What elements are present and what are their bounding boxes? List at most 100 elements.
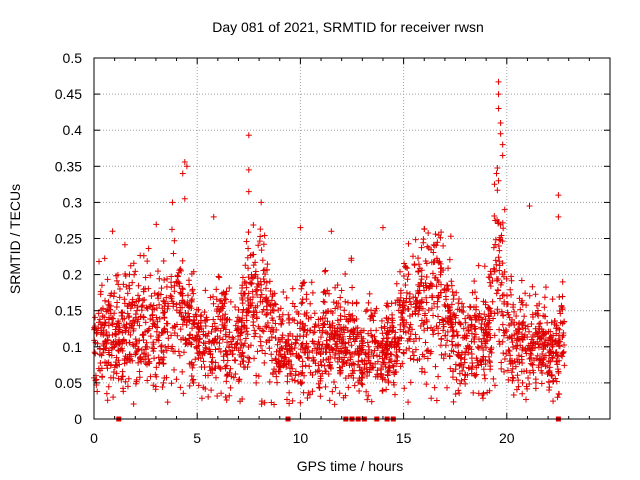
data-point	[113, 354, 120, 361]
data-point	[478, 342, 485, 349]
data-point	[238, 353, 245, 360]
data-point	[526, 345, 533, 352]
data-point	[422, 310, 429, 317]
data-point	[282, 342, 289, 349]
data-point	[494, 164, 501, 171]
data-point	[383, 335, 390, 342]
data-point	[91, 349, 98, 356]
data-point	[269, 315, 276, 322]
data-point	[190, 361, 197, 368]
data-point	[272, 301, 279, 308]
data-point	[423, 381, 430, 388]
data-point	[487, 346, 494, 353]
data-point	[97, 321, 104, 328]
data-point	[108, 361, 115, 368]
chart-title: Day 081 of 2021, SRMTID for receiver rws…	[212, 19, 484, 35]
data-point	[430, 331, 437, 338]
data-point	[554, 353, 561, 360]
data-point	[317, 358, 324, 365]
data-point	[438, 351, 445, 358]
data-point	[217, 306, 224, 313]
data-point	[425, 229, 432, 236]
data-point	[529, 311, 536, 318]
data-point	[239, 349, 246, 356]
data-point	[119, 373, 126, 380]
data-point	[315, 322, 322, 329]
data-point	[98, 365, 105, 372]
data-point	[508, 291, 515, 298]
data-point-peak	[181, 158, 188, 165]
data-point	[511, 308, 518, 315]
data-point	[496, 258, 503, 265]
data-point	[336, 321, 343, 328]
data-point	[470, 304, 477, 311]
data-point	[474, 359, 481, 366]
data-point	[444, 328, 451, 335]
data-point	[434, 303, 441, 310]
data-point	[546, 346, 553, 353]
data-point	[321, 299, 328, 306]
x-tick-label: 15	[396, 430, 412, 446]
data-point	[178, 290, 185, 297]
data-point	[509, 365, 516, 372]
data-point	[519, 379, 526, 386]
data-point	[501, 329, 508, 336]
data-point	[402, 264, 409, 271]
data-point	[252, 259, 259, 266]
data-point	[457, 320, 464, 327]
data-point	[292, 336, 299, 343]
data-point	[201, 364, 208, 371]
data-point	[260, 267, 267, 274]
data-point	[145, 352, 152, 359]
data-point	[494, 187, 501, 194]
data-point	[164, 320, 171, 327]
data-point	[462, 380, 469, 387]
data-point	[176, 267, 183, 274]
data-point	[339, 363, 346, 370]
data-point	[304, 349, 311, 356]
data-point	[391, 358, 398, 365]
data-point	[291, 303, 298, 310]
data-point	[455, 351, 462, 358]
data-point	[150, 320, 157, 327]
data-point	[499, 260, 506, 267]
data-point	[501, 268, 508, 275]
data-point	[279, 334, 286, 341]
data-point	[548, 372, 555, 379]
data-point	[428, 395, 435, 402]
data-point	[120, 322, 127, 329]
data-point	[517, 306, 524, 313]
data-point	[351, 350, 358, 357]
data-point	[264, 319, 271, 326]
data-point	[238, 341, 245, 348]
data-point	[475, 362, 482, 369]
data-point	[461, 376, 468, 383]
data-point	[343, 347, 350, 354]
data-point	[342, 298, 349, 305]
data-point	[222, 365, 229, 372]
data-point	[392, 339, 399, 346]
data-point	[541, 304, 548, 311]
data-point	[191, 316, 198, 323]
data-point	[380, 359, 387, 366]
data-point	[309, 289, 316, 296]
data-point	[104, 276, 111, 283]
data-point	[490, 375, 497, 382]
data-point	[522, 290, 529, 297]
data-point	[142, 274, 149, 281]
data-point	[289, 376, 296, 383]
data-point	[216, 340, 223, 347]
data-point	[126, 356, 133, 363]
data-point	[337, 331, 344, 338]
data-point	[92, 314, 99, 321]
data-point	[428, 281, 435, 288]
data-point	[365, 299, 372, 306]
data-point	[409, 348, 416, 355]
data-point	[460, 309, 467, 316]
data-point	[120, 337, 127, 344]
data-point	[122, 273, 129, 280]
data-point	[318, 361, 325, 368]
data-point	[520, 319, 527, 326]
data-point	[442, 342, 449, 349]
data-point	[174, 279, 181, 286]
